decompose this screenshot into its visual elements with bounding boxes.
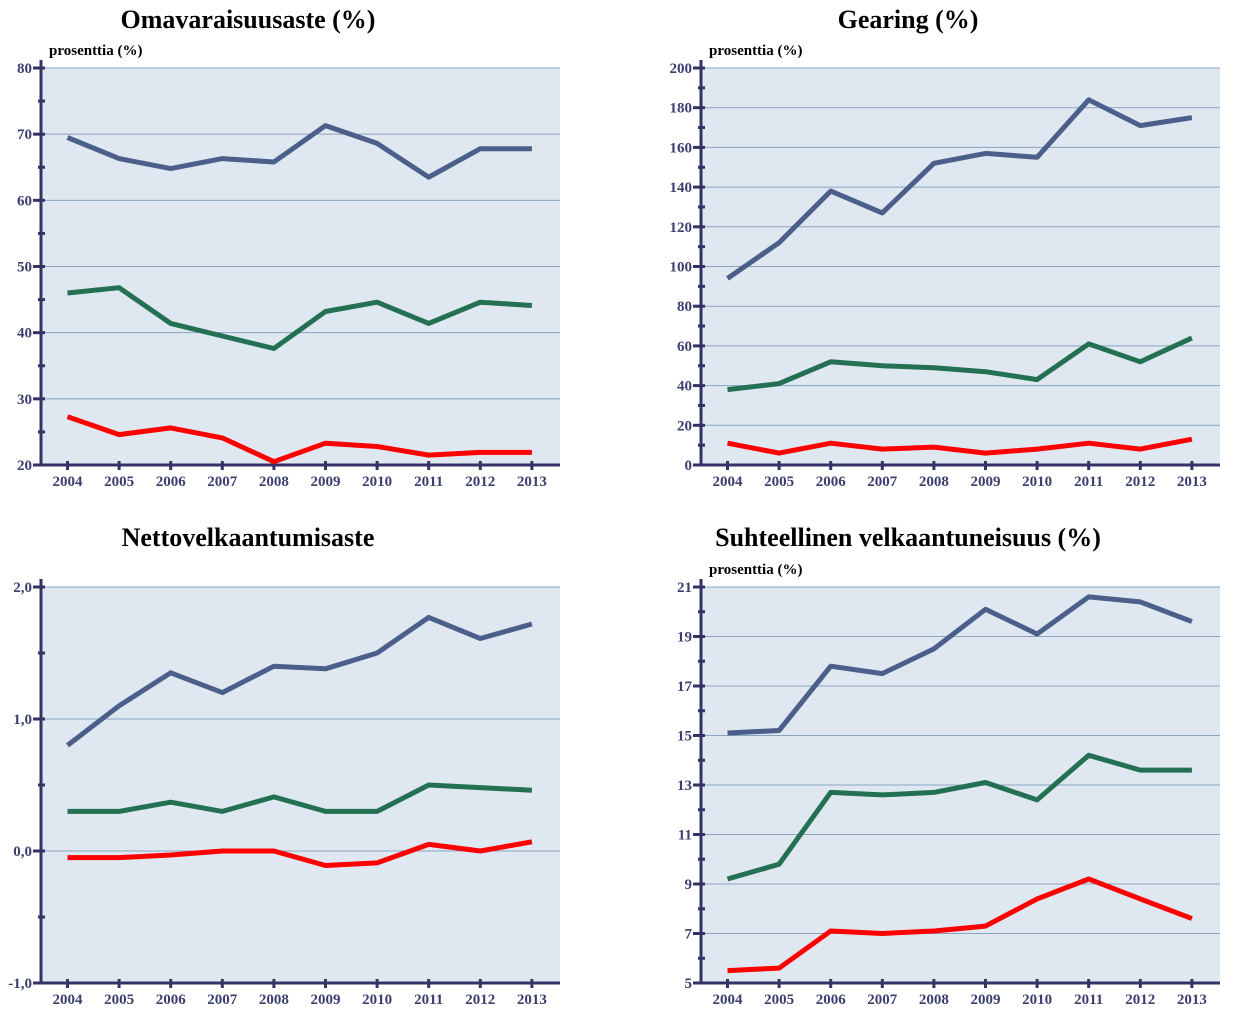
x-tick-label: 2007	[867, 992, 898, 1008]
x-tick-label: 2010	[1022, 992, 1052, 1008]
y-tick-label: 30	[17, 392, 32, 408]
x-tick-label: 2008	[919, 992, 949, 1008]
y-tick-label: 20	[677, 418, 692, 434]
y-tick-label: 9	[685, 877, 693, 893]
x-tick-label: 2009	[971, 992, 1001, 1008]
series-red-line	[727, 436, 1193, 456]
y-tick-label: 11	[678, 828, 692, 844]
x-tick-label: 2006	[816, 992, 847, 1008]
y-tick-label: 50	[17, 260, 32, 276]
y-tick-label: 20	[17, 458, 32, 474]
y-axis-unit-label: prosenttia (%)	[709, 43, 802, 59]
y-tick-label: 21	[677, 580, 692, 596]
y-tick-label: 17	[677, 679, 693, 695]
x-tick-label: 2007	[207, 992, 238, 1008]
y-tick-label: 1,0	[13, 712, 32, 728]
y-tick-label: 120	[670, 220, 693, 236]
series-blue-line	[727, 594, 1193, 736]
x-tick-label: 2005	[104, 474, 134, 490]
x-tick-label: 2008	[919, 474, 949, 490]
y-tick-label: 0,0	[13, 844, 32, 860]
series-red-line	[66, 414, 532, 465]
x-tick-label: 2010	[362, 474, 392, 490]
chart-panel-3: Nettovelkaantumisaste -1,0 0,0 1,0 2,0 2004 20…	[8, 523, 560, 1008]
y-tick-label: 180	[670, 101, 693, 117]
y-tick-label: -1,0	[8, 976, 32, 992]
x-tick-label: 2012	[1125, 474, 1155, 490]
y-tick-label: 100	[670, 260, 693, 276]
series-red-line	[727, 876, 1193, 974]
y-tick-label: 70	[17, 127, 32, 143]
y-tick-label: 0	[685, 458, 693, 474]
series-blue-line	[65, 614, 533, 748]
x-tick-label: 2012	[465, 474, 495, 490]
x-tick-label: 2011	[1074, 992, 1103, 1008]
y-tick-label: 19	[677, 630, 692, 646]
x-tick-label: 2004	[53, 474, 84, 490]
x-tick-label: 2013	[1177, 474, 1207, 490]
x-tick-label: 2012	[1125, 992, 1155, 1008]
y-tick-label: 140	[670, 180, 693, 196]
x-tick-label: 2011	[414, 474, 443, 490]
plot-area	[41, 587, 560, 983]
x-tick-label: 2005	[764, 474, 794, 490]
y-tick-label: 60	[17, 193, 32, 209]
y-tick-label: 7	[685, 927, 693, 943]
chart-title: Suhteellinen velkaantuneisuus (%)	[715, 523, 1101, 552]
x-tick-label: 2008	[259, 474, 289, 490]
x-tick-label: 2006	[156, 992, 187, 1008]
x-tick-label: 2013	[517, 474, 547, 490]
x-tick-label: 2012	[465, 992, 495, 1008]
x-tick-label: 2009	[971, 474, 1001, 490]
y-tick-label: 160	[670, 140, 693, 156]
x-tick-label: 2011	[414, 992, 443, 1008]
x-tick-label: 2013	[1177, 992, 1207, 1008]
y-tick-label: 80	[17, 61, 32, 77]
chart-title: Gearing (%)	[838, 5, 979, 34]
x-tick-label: 2013	[517, 992, 547, 1008]
x-tick-label: 2005	[764, 992, 794, 1008]
x-tick-label: 2009	[311, 992, 341, 1008]
x-tick-label: 2006	[816, 474, 847, 490]
x-tick-label: 2010	[362, 992, 392, 1008]
y-tick-label: 15	[677, 729, 692, 745]
series-blue-line	[726, 97, 1193, 281]
x-tick-label: 2004	[713, 992, 744, 1008]
series-green-line	[727, 335, 1193, 393]
y-axis-unit-label: prosenttia (%)	[709, 562, 802, 578]
chart-panel-1: Omavaraisuusaste (%) prosenttia (%) 20 30 40…	[17, 5, 560, 490]
x-tick-label: 2011	[1074, 474, 1103, 490]
x-tick-label: 2007	[207, 474, 238, 490]
series-blue-line	[66, 123, 532, 180]
x-tick-label: 2009	[311, 474, 341, 490]
x-tick-label: 2004	[713, 474, 744, 490]
y-tick-label: 5	[685, 976, 693, 992]
x-tick-label: 2005	[104, 992, 134, 1008]
y-tick-label: 40	[17, 326, 32, 342]
y-axis-unit-label: prosenttia (%)	[49, 43, 142, 59]
x-tick-label: 2004	[53, 992, 84, 1008]
chart-panel-4: Suhteellinen velkaantuneisuus (%) prosent…	[677, 523, 1220, 1008]
x-tick-label: 2006	[156, 474, 187, 490]
x-tick-label: 2007	[867, 474, 898, 490]
y-tick-label: 80	[677, 299, 692, 315]
chart-title: Nettovelkaantumisaste	[122, 523, 375, 552]
series-red-line	[67, 839, 533, 868]
chart-panel-2: Gearing (%) prosenttia (%) 0 20 40 60 80 100 120…	[670, 5, 1220, 490]
series-green-line	[726, 752, 1192, 882]
x-tick-label: 2008	[259, 992, 289, 1008]
y-tick-label: 60	[677, 339, 692, 355]
y-tick-label: 40	[677, 379, 692, 395]
x-tick-label: 2010	[1022, 474, 1052, 490]
series-green-line	[67, 285, 533, 351]
y-tick-label: 13	[677, 778, 692, 794]
y-tick-label: 200	[670, 61, 693, 77]
series-green-line	[67, 782, 533, 814]
y-tick-label: 2,0	[13, 580, 32, 596]
chart-title: Omavaraisuusaste (%)	[121, 5, 376, 34]
